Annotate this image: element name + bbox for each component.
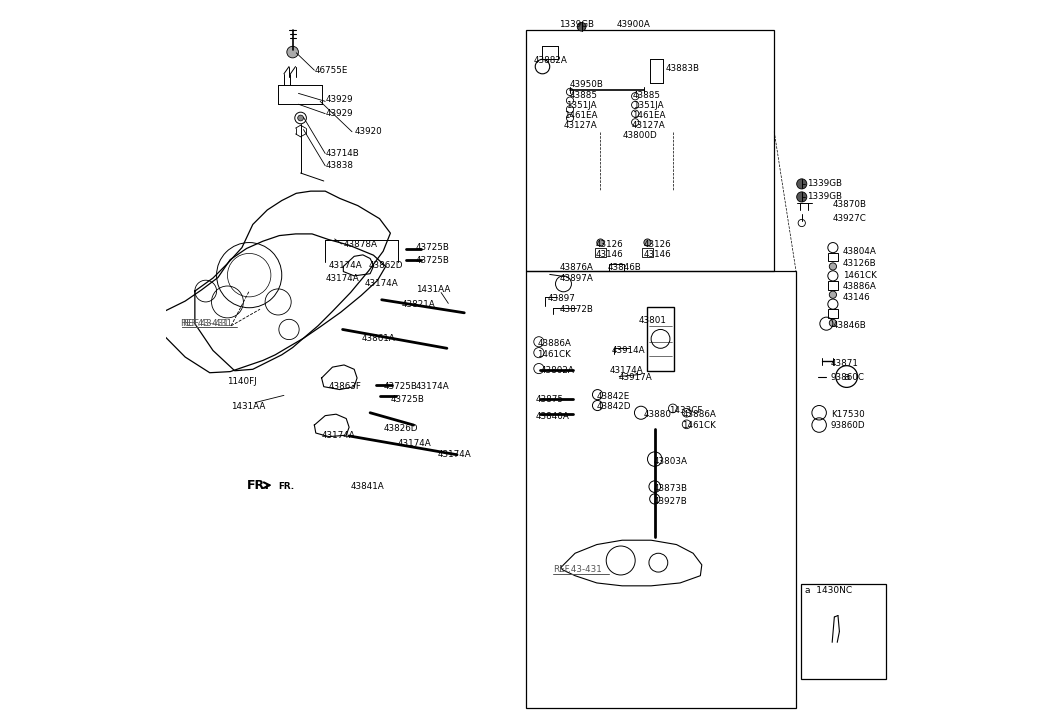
Text: 43127A: 43127A: [631, 121, 665, 129]
Text: 43714B: 43714B: [325, 149, 359, 158]
Text: 43897: 43897: [548, 294, 576, 303]
Text: 43950B: 43950B: [570, 80, 604, 89]
Circle shape: [597, 239, 604, 246]
Text: 43862D: 43862D: [369, 261, 403, 270]
Text: 1461EA: 1461EA: [631, 111, 665, 120]
Text: 43725B: 43725B: [416, 256, 450, 265]
Text: 93860C: 93860C: [831, 374, 865, 382]
Text: 43126: 43126: [596, 239, 623, 249]
Text: 1461CK: 1461CK: [682, 420, 716, 430]
Text: FR.: FR.: [278, 482, 295, 491]
Text: 43870B: 43870B: [832, 200, 866, 209]
Text: 43146: 43146: [644, 250, 672, 260]
Text: 43174A: 43174A: [322, 431, 356, 441]
Text: 43871: 43871: [831, 359, 859, 368]
Text: 43876A: 43876A: [559, 263, 593, 273]
Text: 43886A: 43886A: [682, 410, 716, 419]
Text: 43174A: 43174A: [365, 279, 399, 289]
Text: REF.43-431: REF.43-431: [553, 566, 602, 574]
Text: 43842D: 43842D: [597, 403, 631, 411]
Text: 43917A: 43917A: [619, 374, 653, 382]
Text: a  1430NC: a 1430NC: [805, 586, 852, 595]
Text: REF.43-431: REF.43-431: [182, 319, 232, 328]
Text: 1351JA: 1351JA: [566, 101, 597, 111]
Text: 43840A: 43840A: [535, 412, 569, 421]
Text: FR.: FR.: [247, 478, 270, 491]
Text: 43802A: 43802A: [541, 366, 574, 375]
Circle shape: [829, 319, 836, 326]
Text: 1431AA: 1431AA: [231, 403, 265, 411]
Circle shape: [644, 239, 652, 246]
Text: 93860D: 93860D: [831, 420, 865, 430]
Text: 43725B: 43725B: [416, 243, 450, 252]
Text: 43126B: 43126B: [843, 259, 876, 268]
Text: 43126: 43126: [644, 239, 672, 249]
Text: 43174A: 43174A: [416, 382, 450, 391]
Text: 43174A: 43174A: [328, 261, 362, 270]
Text: 1461CK: 1461CK: [843, 270, 876, 280]
Text: 43842E: 43842E: [597, 392, 630, 401]
Text: 43914A: 43914A: [611, 346, 645, 355]
Text: 43885: 43885: [633, 91, 661, 100]
Text: 43883B: 43883B: [665, 63, 700, 73]
Circle shape: [796, 192, 807, 202]
Text: 43878A: 43878A: [343, 239, 377, 249]
Text: 43127A: 43127A: [564, 121, 598, 129]
Text: 43725B: 43725B: [383, 382, 417, 391]
Text: 43920: 43920: [354, 127, 382, 136]
Text: 43886A: 43886A: [843, 281, 876, 291]
Text: 43174A: 43174A: [609, 366, 643, 375]
Text: 43927C: 43927C: [832, 214, 866, 223]
Text: 1433CF: 1433CF: [670, 406, 702, 415]
Text: 1351JA: 1351JA: [633, 101, 663, 111]
Text: 1461CK: 1461CK: [538, 350, 571, 358]
Circle shape: [829, 263, 836, 270]
Text: 43174A: 43174A: [437, 449, 471, 459]
Text: 43882A: 43882A: [533, 56, 568, 65]
Text: 43804A: 43804A: [843, 246, 876, 256]
Text: 43826D: 43826D: [383, 424, 418, 433]
Text: 43872B: 43872B: [559, 305, 593, 313]
Text: 1339GB: 1339GB: [807, 193, 842, 201]
Text: 43846B: 43846B: [832, 321, 866, 330]
Text: 43886A: 43886A: [538, 339, 571, 348]
Text: 43821A: 43821A: [401, 300, 435, 309]
Circle shape: [578, 23, 586, 31]
Text: 43897A: 43897A: [559, 274, 593, 284]
Text: 1461EA: 1461EA: [564, 111, 598, 120]
Text: 43146: 43146: [596, 250, 623, 260]
Text: 43846B: 43846B: [607, 263, 641, 273]
Text: 43174A: 43174A: [398, 438, 432, 448]
Text: REF.43-431: REF.43-431: [181, 319, 229, 328]
Text: 46755E: 46755E: [315, 65, 347, 75]
Text: 43880: 43880: [644, 410, 672, 419]
Text: 1431AA: 1431AA: [416, 285, 450, 294]
Text: 43838: 43838: [325, 161, 353, 170]
Text: 43873B: 43873B: [654, 483, 687, 493]
Text: 1140FJ: 1140FJ: [227, 377, 257, 386]
Text: K17530: K17530: [831, 410, 865, 419]
Circle shape: [298, 115, 303, 121]
Text: 43885: 43885: [570, 91, 598, 100]
Circle shape: [287, 47, 299, 58]
Text: 43841A: 43841A: [351, 482, 384, 491]
Text: a: a: [844, 371, 850, 382]
Circle shape: [796, 179, 807, 189]
Text: 43927B: 43927B: [654, 497, 687, 505]
Text: 43863F: 43863F: [328, 382, 362, 391]
Text: 43875: 43875: [535, 395, 563, 404]
Text: 1339GB: 1339GB: [807, 180, 842, 188]
Text: 43929: 43929: [325, 95, 353, 104]
Text: 43725B: 43725B: [391, 395, 425, 404]
Text: 1339GB: 1339GB: [559, 20, 595, 29]
Text: 43900A: 43900A: [617, 20, 650, 29]
Text: 43861A: 43861A: [361, 334, 395, 342]
Text: 43801: 43801: [639, 316, 666, 324]
Text: 43174A: 43174A: [325, 273, 359, 283]
Text: 43929: 43929: [325, 109, 353, 119]
Text: 43803A: 43803A: [654, 457, 687, 466]
Text: 43146: 43146: [843, 293, 870, 302]
Circle shape: [829, 291, 836, 298]
Text: 43800D: 43800D: [622, 131, 657, 140]
